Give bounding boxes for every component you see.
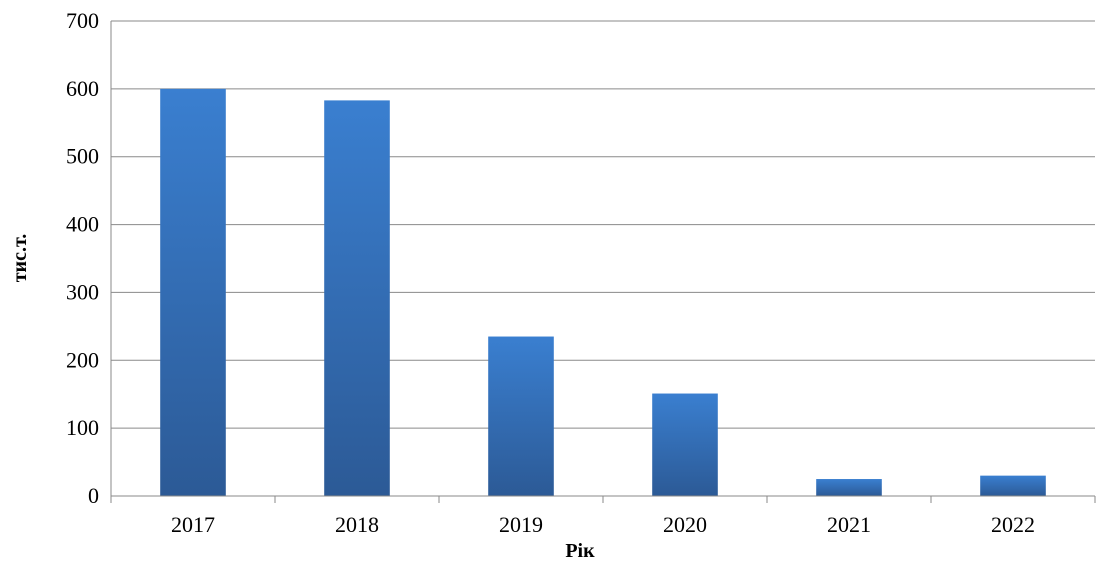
y-tick-label: 700 (66, 8, 99, 33)
bar-2022 (980, 475, 1046, 496)
y-tick-label: 100 (66, 415, 99, 440)
y-tick-labels: 0 100 200 300 400 500 600 700 (66, 8, 99, 508)
gridlines (111, 20, 1095, 429)
bar-2021 (816, 479, 882, 496)
axes (110, 21, 1096, 503)
y-tick-label: 200 (66, 347, 99, 372)
x-tick-label: 2021 (827, 512, 871, 537)
bars (160, 88, 1046, 497)
bar-2018 (324, 100, 390, 497)
x-tick-label: 2022 (991, 512, 1035, 537)
bar-2017 (160, 88, 226, 496)
bar-2020 (652, 393, 718, 496)
x-axis-title: Рік (565, 540, 595, 562)
y-tick-label: 400 (66, 212, 99, 237)
y-tick-label: 300 (66, 279, 99, 304)
x-tick-label: 2017 (171, 512, 215, 537)
bar-2019 (488, 336, 554, 496)
x-tick-label: 2018 (335, 512, 379, 537)
x-tick-label: 2020 (663, 512, 707, 537)
y-tick-label: 0 (88, 483, 99, 508)
x-tick-labels: 2017 2018 2019 2020 2021 2022 (171, 512, 1035, 537)
x-tick-label: 2019 (499, 512, 543, 537)
y-tick-label: 600 (66, 76, 99, 101)
y-axis-title: тис.т. (9, 234, 31, 283)
y-tick-label: 500 (66, 144, 99, 169)
